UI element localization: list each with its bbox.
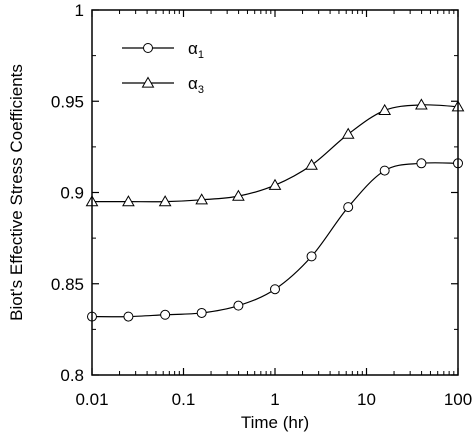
data-point-triangle	[341, 127, 355, 139]
y-tick-label: 0.8	[60, 366, 84, 385]
legend-subscript: 3	[198, 84, 204, 96]
data-point-triangle	[158, 195, 172, 207]
legend-label: α3	[188, 74, 204, 96]
data-point-triangle	[305, 158, 318, 170]
axis-ticks	[91, 9, 459, 376]
data-point-circle	[416, 158, 427, 169]
y-tick-label: 0.9	[60, 184, 84, 203]
y-tick-label: 0.85	[51, 275, 84, 294]
y-tick-label: 1	[75, 1, 84, 20]
data-point-circle	[196, 307, 207, 318]
x-tick-label: 10	[357, 390, 376, 409]
data-point-circle	[270, 284, 280, 295]
data-point-circle	[306, 251, 317, 262]
data-point-triangle	[195, 193, 209, 205]
legend-symbol: α	[188, 74, 198, 93]
legend-symbol: α	[188, 39, 198, 58]
y-axis-label: Biot's Effective Stress Coefficients	[7, 64, 26, 321]
legend-label: α1	[188, 39, 204, 61]
legend-marker-circle	[143, 43, 153, 53]
data-point-triangle	[268, 178, 282, 190]
y-tick-label: 0.95	[51, 92, 84, 111]
tick-labels: 0.01 0.1 1 10 100 0.8 0.85 0.9 0.95 1	[51, 1, 472, 409]
data-point-triangle	[232, 189, 245, 201]
data-point-circle	[379, 165, 390, 176]
data-point-triangle	[415, 98, 428, 110]
data-point-circle	[160, 309, 171, 320]
x-tick-label: 0.1	[172, 390, 196, 409]
data-point-triangle	[378, 103, 392, 115]
data-point-circle	[123, 311, 134, 322]
series-markers	[85, 98, 465, 322]
data-point-triangle	[122, 195, 135, 207]
legend-marker-triangle	[141, 76, 155, 88]
x-tick-label: 1	[270, 390, 279, 409]
data-point-circle	[343, 202, 354, 213]
x-axis-label: Time (hr)	[241, 413, 309, 432]
x-tick-label: 100	[444, 390, 472, 409]
legend-subscript: 1	[198, 49, 204, 61]
data-point-circle	[233, 300, 244, 311]
plot-frame	[91, 9, 459, 376]
x-tick-label: 0.01	[75, 390, 108, 409]
